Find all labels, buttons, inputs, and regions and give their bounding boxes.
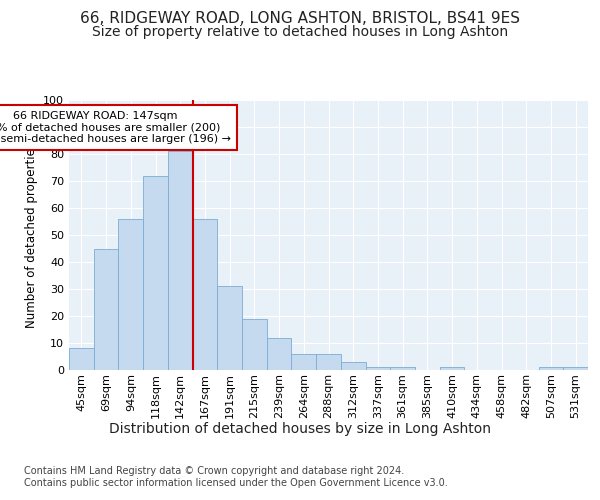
Bar (539, 368, 563, 370)
Bar (143, 176, 168, 370)
Bar (390, 368, 415, 370)
Bar (563, 368, 588, 370)
Bar (341, 362, 365, 370)
Text: Size of property relative to detached houses in Long Ashton: Size of property relative to detached ho… (92, 25, 508, 39)
Bar (118, 219, 143, 370)
Text: 66, RIDGEWAY ROAD, LONG ASHTON, BRISTOL, BS41 9ES: 66, RIDGEWAY ROAD, LONG ASHTON, BRISTOL,… (80, 11, 520, 26)
Bar (242, 318, 267, 370)
Bar (69, 348, 94, 370)
Bar (193, 219, 217, 370)
Text: Distribution of detached houses by size in Long Ashton: Distribution of detached houses by size … (109, 422, 491, 436)
Text: Contains public sector information licensed under the Open Government Licence v3: Contains public sector information licen… (24, 478, 448, 488)
Bar (94, 248, 118, 370)
Bar (292, 354, 316, 370)
Bar (267, 338, 292, 370)
Bar (168, 152, 193, 370)
Bar (316, 354, 341, 370)
Bar (217, 286, 242, 370)
Y-axis label: Number of detached properties: Number of detached properties (25, 142, 38, 328)
Bar (440, 368, 464, 370)
Bar (365, 368, 390, 370)
Text: Contains HM Land Registry data © Crown copyright and database right 2024.: Contains HM Land Registry data © Crown c… (24, 466, 404, 476)
Text: 66 RIDGEWAY ROAD: 147sqm
← 51% of detached houses are smaller (200)
49% of semi-: 66 RIDGEWAY ROAD: 147sqm ← 51% of detach… (0, 111, 232, 144)
